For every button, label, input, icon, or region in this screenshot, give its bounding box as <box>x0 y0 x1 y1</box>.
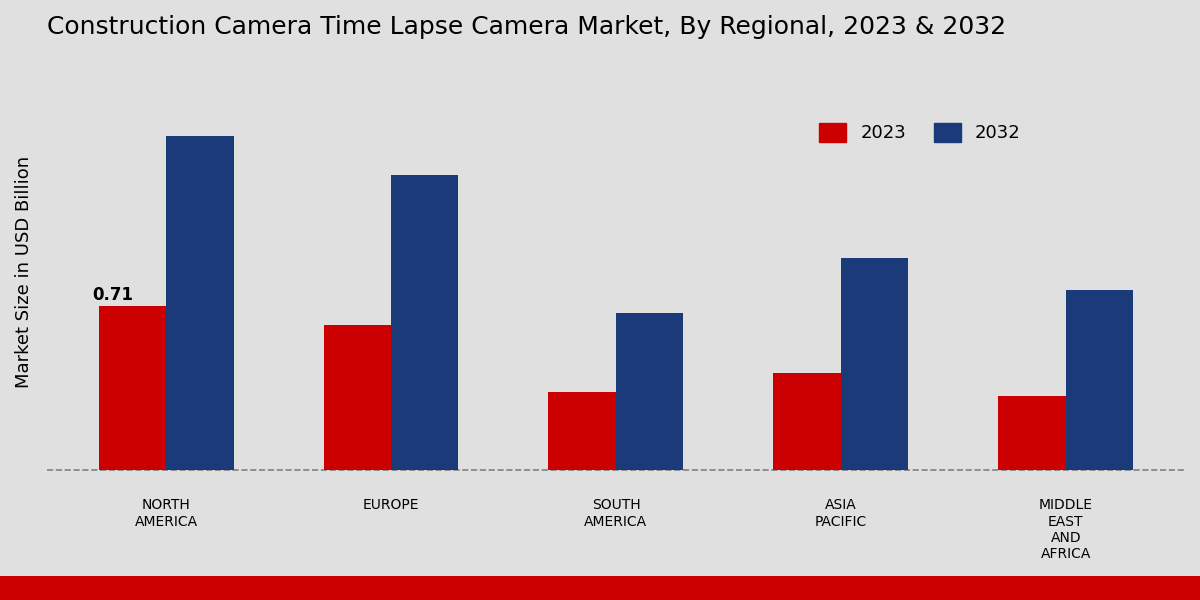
Bar <box>998 397 1066 470</box>
Bar <box>98 307 166 470</box>
Bar <box>616 313 684 470</box>
Bar <box>324 325 391 470</box>
Bar <box>166 136 234 470</box>
Bar <box>841 258 908 470</box>
Text: Construction Camera Time Lapse Camera Market, By Regional, 2023 & 2032: Construction Camera Time Lapse Camera Ma… <box>47 15 1006 39</box>
Bar <box>391 175 458 470</box>
Y-axis label: Market Size in USD Billion: Market Size in USD Billion <box>14 155 34 388</box>
Bar <box>773 373 841 470</box>
Text: 0.71: 0.71 <box>92 286 133 304</box>
Legend: 2023, 2032: 2023, 2032 <box>812 116 1028 150</box>
Bar <box>548 392 616 470</box>
Bar <box>1066 290 1133 470</box>
